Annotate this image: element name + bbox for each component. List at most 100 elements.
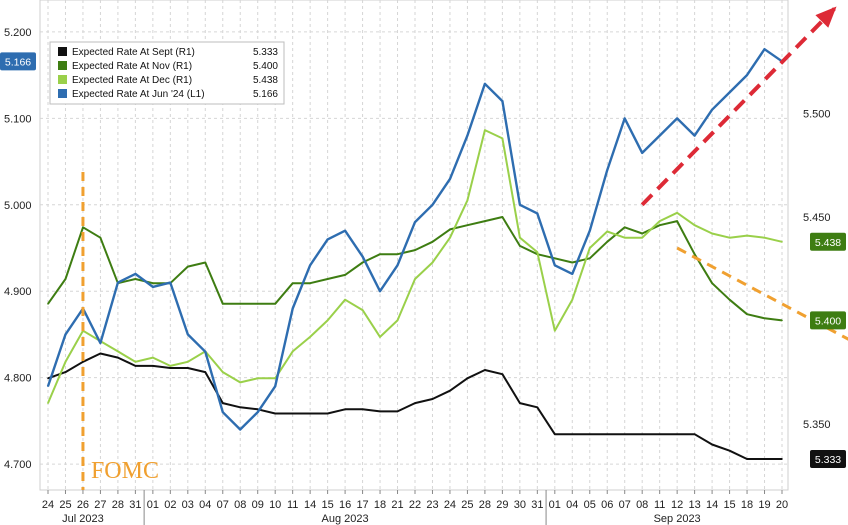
series-point-2	[571, 298, 574, 301]
series-point-1	[676, 220, 678, 222]
series-point-2	[641, 236, 643, 239]
x-tick-label: 31	[129, 499, 141, 511]
series-point-2	[501, 137, 504, 140]
left-tick-label: 5.000	[4, 200, 32, 212]
series-point-3	[501, 100, 504, 102]
series-point-2	[431, 261, 434, 264]
x-tick-label: 01	[147, 499, 159, 511]
x-tick-label: 03	[182, 499, 194, 511]
left-tick-label: 5.200	[4, 27, 32, 39]
legend-label: Expected Rate At Dec (R1)	[72, 75, 192, 86]
series-point-1	[763, 317, 766, 320]
series-point-2	[623, 236, 626, 239]
series-point-3	[763, 48, 766, 51]
series-point-3	[728, 91, 731, 94]
series-point-0	[606, 433, 609, 435]
series-point-0	[449, 389, 451, 392]
series-point-2	[554, 329, 556, 332]
series-point-3	[221, 411, 224, 414]
legend-value: 5.438	[253, 75, 278, 86]
series-point-3	[414, 221, 416, 223]
series-point-2	[396, 319, 399, 322]
end-value-tag-label: 5.333	[815, 454, 841, 466]
left-tick-label: 4.800	[4, 373, 32, 385]
series-point-0	[536, 406, 539, 409]
series-point-1	[484, 220, 486, 222]
series-point-3	[746, 74, 748, 76]
end-value-tag-label: 5.438	[815, 237, 841, 249]
series-point-0	[676, 433, 678, 435]
series-point-2	[606, 230, 609, 233]
x-tick-label: 16	[339, 499, 351, 511]
series-point-2	[379, 336, 381, 338]
series-point-0	[554, 433, 556, 435]
series-point-0	[693, 433, 696, 435]
series-point-2	[169, 365, 172, 367]
fomc-label: FOMC	[91, 458, 159, 484]
series-point-3	[536, 212, 539, 215]
series-layer	[46, 48, 783, 460]
series-point-1	[606, 240, 609, 243]
series-point-1	[431, 240, 434, 243]
series-point-1	[309, 282, 311, 284]
x-tick-label: 17	[356, 499, 368, 511]
series-point-0	[221, 402, 224, 404]
x-tick-label: 21	[391, 499, 403, 511]
end-value-tag	[810, 311, 846, 330]
legend-swatch	[58, 61, 67, 70]
series-point-3	[676, 117, 678, 120]
legend-swatch	[58, 47, 67, 56]
series-point-3	[99, 342, 102, 344]
series-point-2	[134, 360, 137, 363]
series-point-0	[501, 373, 504, 375]
x-tick-label: 22	[409, 499, 421, 511]
series-point-1	[274, 303, 276, 305]
series-point-0	[484, 369, 486, 371]
series-point-3	[361, 255, 364, 258]
x-tick-label: 28	[112, 499, 124, 511]
series-point-1	[641, 232, 643, 235]
series-point-3	[588, 229, 591, 232]
x-tick-label: 04	[199, 499, 211, 511]
series-point-0	[309, 412, 311, 415]
legend-value: 5.333	[253, 47, 278, 58]
x-tick-label: 28	[479, 499, 491, 511]
x-tick-label: 07	[619, 499, 631, 511]
x-tick-label: 08	[636, 499, 648, 511]
right-tick-label: 5.500	[803, 109, 831, 121]
series-point-3	[326, 238, 329, 241]
x-tick-label: 13	[688, 499, 700, 511]
series-point-0	[746, 458, 748, 460]
end-value-tag-label: 5.400	[815, 315, 841, 327]
x-tick-label: 08	[234, 499, 246, 511]
x-tick-label: 23	[426, 499, 438, 511]
legend-swatch	[58, 75, 67, 84]
x-tick-label: 24	[444, 499, 456, 511]
series-point-1	[379, 253, 381, 256]
trend-arrowhead	[815, 6, 837, 28]
series-point-0	[396, 410, 399, 413]
legend-value: 5.166	[253, 89, 278, 100]
series-point-0	[658, 433, 661, 435]
series-point-3	[64, 333, 67, 336]
series-point-1	[501, 216, 504, 218]
series-point-3	[571, 273, 574, 275]
series-point-2	[221, 371, 224, 373]
series-point-0	[431, 398, 434, 400]
series-point-2	[187, 360, 189, 363]
series-point-0	[326, 412, 329, 415]
series-point-1	[396, 253, 399, 256]
series-point-3	[623, 117, 626, 120]
series-point-2	[274, 377, 276, 380]
series-point-3	[693, 134, 696, 137]
x-tick-label: 07	[217, 499, 229, 511]
series-point-3	[396, 264, 399, 267]
x-tick-label: 10	[269, 499, 281, 511]
series-point-1	[291, 282, 294, 284]
value-tags: 5.166 5.438 5.400 5.333	[0, 52, 846, 468]
series-point-2	[47, 402, 49, 404]
series-point-2	[309, 336, 311, 338]
left-tick-label: 4.700	[4, 459, 32, 471]
series-point-2	[658, 220, 661, 222]
